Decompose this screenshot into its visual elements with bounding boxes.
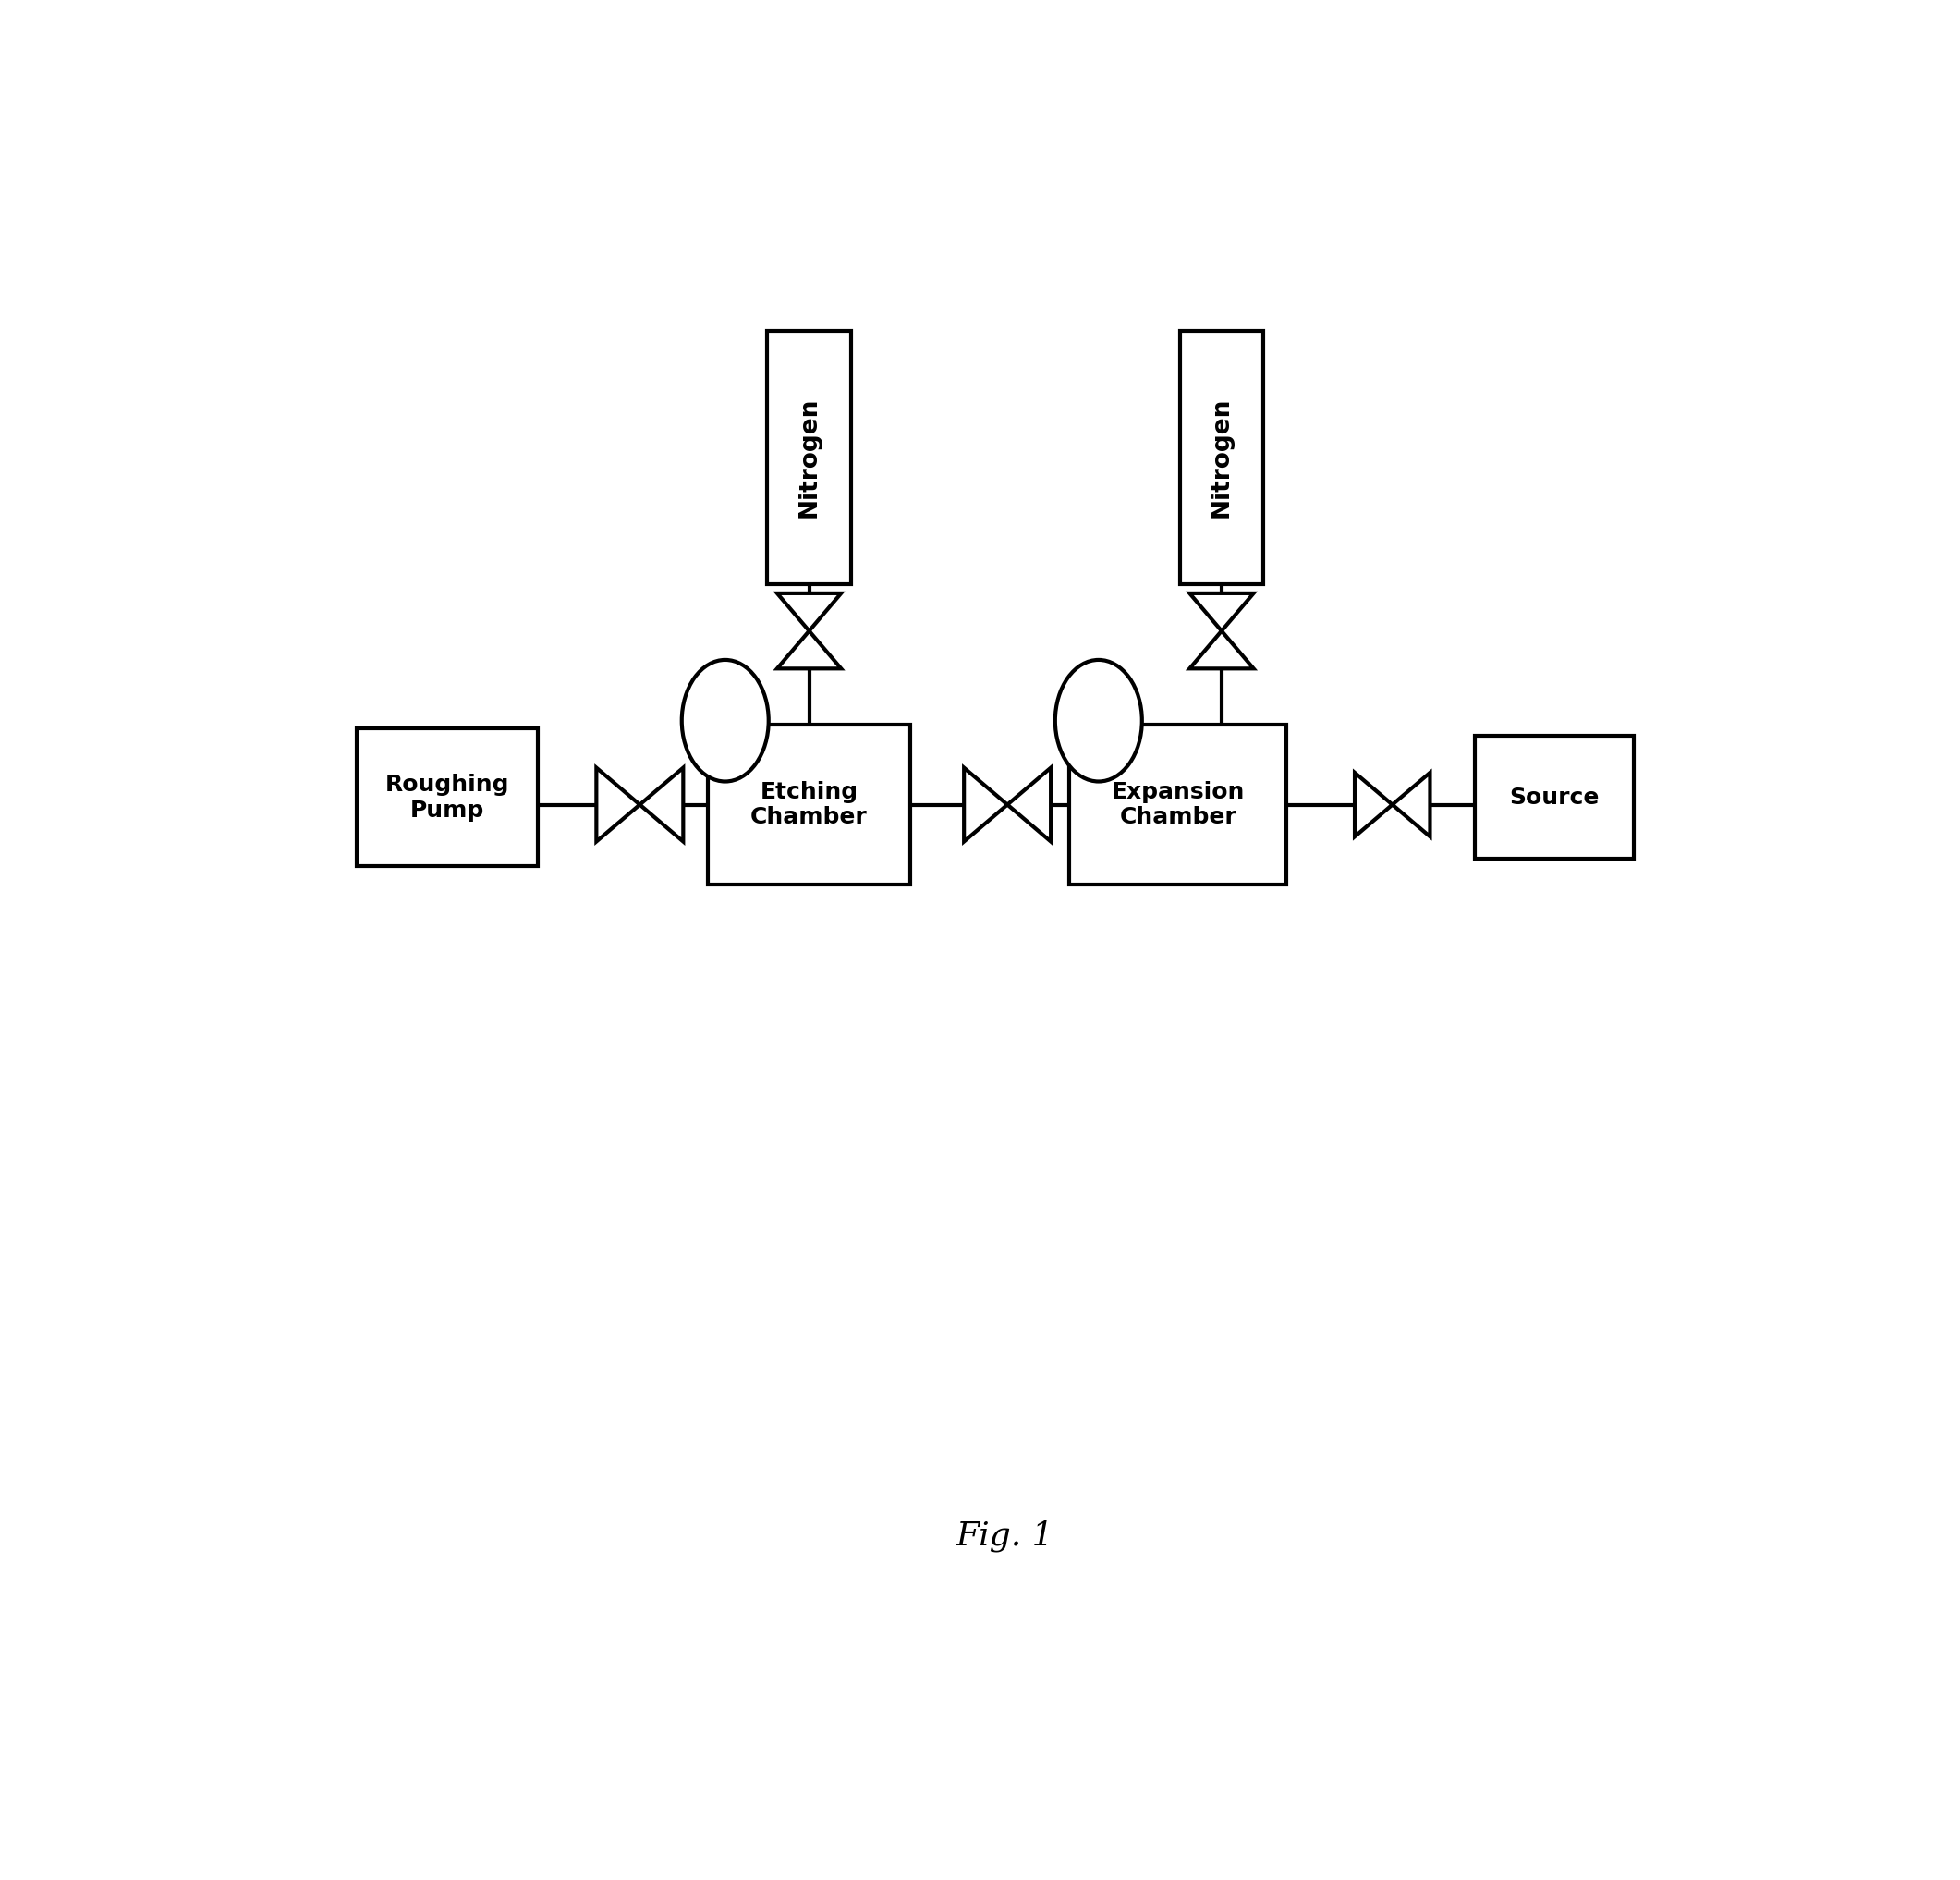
Text: Source: Source (1509, 786, 1599, 808)
Polygon shape (1190, 632, 1254, 669)
Polygon shape (1392, 773, 1431, 837)
Text: Nitrogen: Nitrogen (798, 397, 821, 517)
Polygon shape (776, 632, 841, 669)
Bar (357, 729, 537, 867)
Ellipse shape (682, 660, 768, 782)
Bar (766, 331, 851, 585)
Polygon shape (964, 767, 1007, 842)
Text: Nitrogen: Nitrogen (1209, 397, 1233, 517)
Bar (1070, 726, 1286, 884)
Polygon shape (776, 594, 841, 632)
Polygon shape (1190, 594, 1254, 632)
Bar (1474, 735, 1635, 859)
Polygon shape (639, 767, 684, 842)
Bar (708, 726, 911, 884)
Polygon shape (1007, 767, 1051, 842)
Text: Roughing
Pump: Roughing Pump (386, 773, 510, 822)
Polygon shape (596, 767, 639, 842)
Text: Expansion
Chamber: Expansion Chamber (1111, 780, 1245, 829)
Text: Fig. 1: Fig. 1 (956, 1519, 1053, 1551)
Bar (1180, 331, 1264, 585)
Polygon shape (1354, 773, 1392, 837)
Ellipse shape (1054, 660, 1143, 782)
Text: Etching
Chamber: Etching Chamber (751, 780, 868, 829)
